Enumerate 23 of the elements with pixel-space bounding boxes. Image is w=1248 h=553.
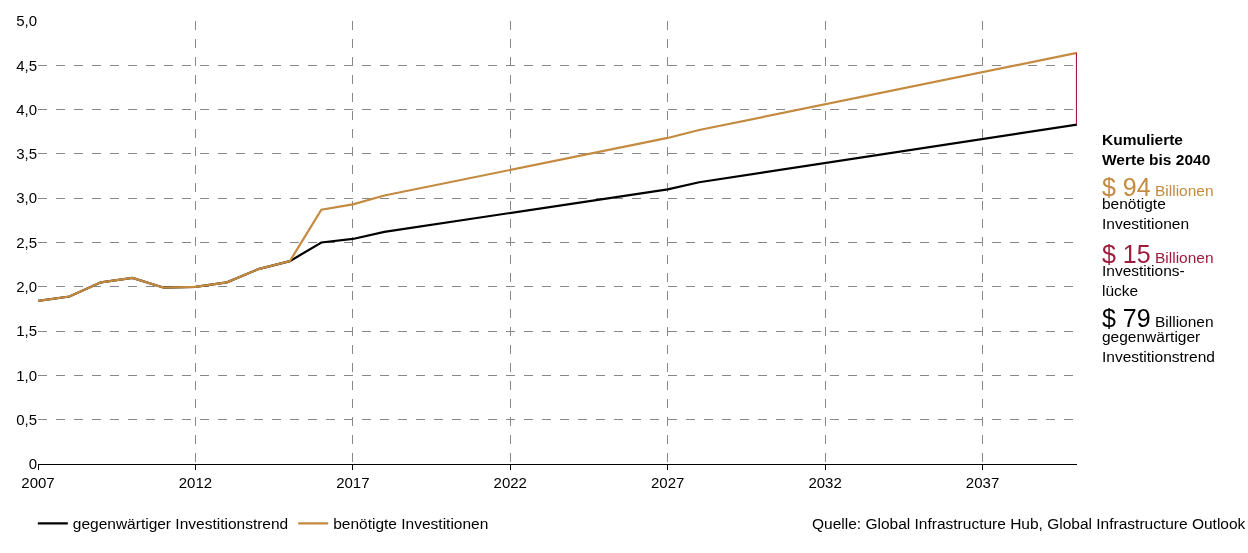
y-tick-label: 4,0 xyxy=(16,100,37,118)
y-tick-label: 1,5 xyxy=(16,322,37,340)
text: Kumulierte Werte bis 2040 xyxy=(1102,131,1211,169)
x-tick-label: 2007 xyxy=(21,474,55,491)
y-tick-label: 3,5 xyxy=(16,145,37,163)
legend-label: benötigte Investitionen xyxy=(333,515,489,533)
y-tick-label: 3,0 xyxy=(16,189,37,207)
x-tick-label: 2012 xyxy=(178,474,213,491)
x-tick-label: 2027 xyxy=(651,474,685,491)
x-tick-label: 2017 xyxy=(336,474,370,491)
x-tick-label: 2032 xyxy=(808,474,842,491)
legend-label: gegenwärtiger Investitionstrend xyxy=(72,515,289,533)
y-tick-label: 5,0 xyxy=(16,12,37,30)
y-tick-label: 1,0 xyxy=(16,366,37,384)
x-tick-label: 2022 xyxy=(493,474,527,491)
y-tick-label: 2,0 xyxy=(16,278,37,296)
y-tick-label: 0,5 xyxy=(16,410,37,428)
source-note: Quelle: Global Infrastructure Hub, Global Infrastructure Outlook xyxy=(812,515,1246,532)
y-tick-label: 4,5 xyxy=(16,56,37,74)
y-tick-label: 0 xyxy=(28,455,37,473)
x-tick-label: 2037 xyxy=(965,474,1000,491)
y-tick-label: 2,5 xyxy=(16,233,37,251)
line-series xyxy=(38,51,1077,303)
